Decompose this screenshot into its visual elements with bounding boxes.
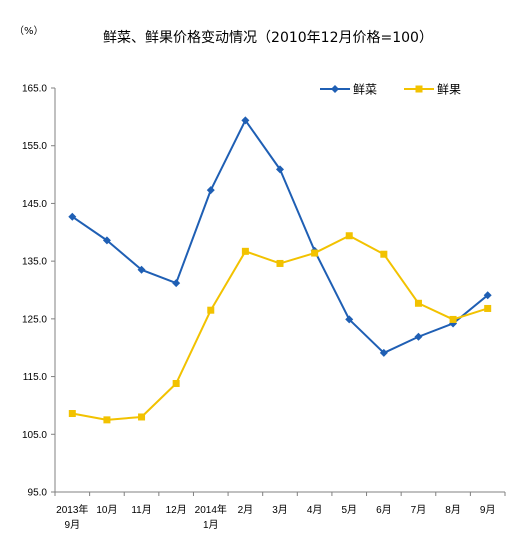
- data-point: [172, 379, 180, 387]
- y-tick-label: 105.0: [22, 430, 47, 441]
- x-tick-label: 9月: [480, 504, 496, 516]
- x-tick-label: 2月: [238, 504, 254, 516]
- data-point: [483, 291, 492, 300]
- x-tick-label: 10月: [96, 504, 117, 516]
- x-tick-label: 9月: [65, 519, 81, 531]
- data-point: [414, 299, 422, 307]
- axes: [54, 88, 505, 493]
- data-point: [207, 306, 215, 314]
- y-tick-label: 145.0: [22, 199, 47, 210]
- y-tick-label: 165.0: [22, 84, 47, 95]
- x-tick-label: 1月: [203, 519, 219, 531]
- data-point: [241, 247, 249, 255]
- x-tick-label: 8月: [445, 504, 461, 516]
- legend: 鲜菜 鲜果: [320, 83, 461, 97]
- x-tick-label: 2013年: [56, 503, 88, 516]
- data-point: [103, 416, 111, 424]
- x-axis-ticks: 2013年 9月 10月 11月 12月 2014年 1月 2月 3月 4月 5月 6月 7月 8月 9月: [54, 492, 506, 531]
- legend-label: 鲜菜: [353, 83, 377, 97]
- data-point: [380, 250, 388, 258]
- data-point: [172, 279, 181, 288]
- data-point: [345, 315, 354, 324]
- legend-item: 鲜菜: [320, 83, 377, 97]
- series-1: [68, 116, 492, 357]
- series-2: [68, 232, 492, 424]
- data-point: [138, 413, 146, 421]
- data-point: [484, 304, 492, 312]
- data-point: [241, 116, 250, 125]
- data-point: [137, 265, 146, 274]
- chart-title: 鲜菜、鲜果价格变动情况（2010年12月价格=100）: [103, 30, 433, 46]
- y-tick-label: 125.0: [22, 314, 47, 325]
- y-tick-label: 135.0: [22, 257, 47, 268]
- x-tick-label: 4月: [307, 504, 323, 516]
- data-point: [68, 212, 77, 221]
- x-tick-label: 11月: [131, 504, 151, 516]
- data-point: [345, 232, 353, 240]
- x-tick-label: 12月: [166, 504, 187, 516]
- data-point: [68, 410, 76, 418]
- series-layer: [68, 116, 492, 424]
- legend-marker: [415, 85, 423, 93]
- y-axis-ticks: 95.0 105.0 115.0 125.0 135.0 145.0 155.0 165.0: [22, 84, 55, 499]
- y-tick-label: 115.0: [23, 372, 48, 383]
- data-point: [449, 315, 457, 323]
- data-point: [379, 348, 388, 357]
- x-tick-label: 3月: [272, 504, 288, 516]
- x-tick-label: 2014年: [195, 503, 227, 516]
- data-point: [102, 236, 111, 245]
- data-point: [276, 165, 284, 174]
- y-tick-label: 95.0: [28, 488, 48, 499]
- data-point: [276, 259, 284, 267]
- y-tick-label: 155.0: [22, 141, 47, 152]
- x-tick-label: 5月: [341, 504, 357, 516]
- legend-label: 鲜果: [437, 83, 461, 97]
- legend-marker: [331, 85, 339, 93]
- legend-item: 鲜果: [404, 83, 461, 97]
- x-tick-label: 6月: [376, 504, 392, 516]
- series-line: [71, 119, 489, 354]
- y-axis-unit-label: （%）: [14, 25, 44, 37]
- data-point: [206, 186, 215, 195]
- data-point: [311, 249, 319, 257]
- data-point: [414, 332, 423, 341]
- x-tick-label: 7月: [411, 504, 427, 516]
